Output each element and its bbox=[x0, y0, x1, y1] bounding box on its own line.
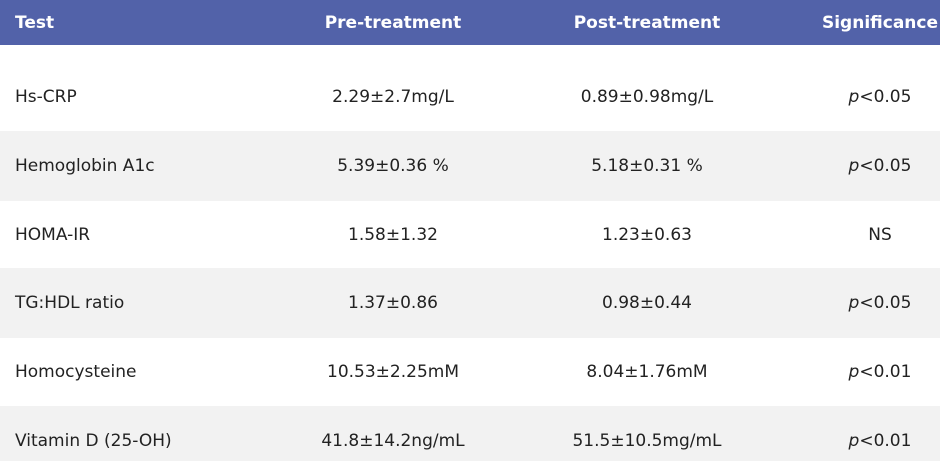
significance-value: <0.05 bbox=[859, 155, 912, 176]
pre-cell: 5.39±0.36 % bbox=[337, 155, 449, 176]
significance-cell: p <0.01 bbox=[790, 406, 940, 461]
header-cell: Significance bbox=[821, 12, 939, 33]
significance-cell: p <0.05 bbox=[790, 268, 940, 338]
table-row: Homocysteine 10.53±2.25mM 8.04±1.76mM p <0.0… bbox=[0, 337, 940, 407]
significance-cell: p <0.05 bbox=[790, 62, 940, 132]
p-symbol: p bbox=[848, 155, 860, 176]
post-cell: 5.18±0.31 % bbox=[591, 155, 703, 176]
significance-cell: p <0.01 bbox=[790, 337, 940, 407]
table-row: Vitamin D (25-OH) 41.8±14.2ng/mL 51.5±10.5… bbox=[0, 406, 940, 461]
table-header: Test Pre-treatment Post-treatment Signif… bbox=[0, 0, 940, 45]
significance-value: <0.01 bbox=[859, 431, 912, 451]
test-cell: Hemoglobin A1c bbox=[15, 155, 155, 176]
pre-cell: 10.53±2.25mM bbox=[327, 362, 459, 383]
header-cell: Pre-treatment bbox=[324, 12, 462, 33]
header-cell: Post-treatment bbox=[573, 12, 721, 33]
table-row: TG:HDL ratio 1.37±0.86 0.98±0.44 p <0.05 bbox=[0, 268, 940, 339]
significance-value: <0.05 bbox=[859, 87, 912, 107]
significance-cell: p <0.05 bbox=[790, 131, 940, 201]
p-symbol: p bbox=[848, 293, 860, 314]
post-cell: 0.98±0.44 bbox=[602, 293, 692, 314]
test-cell: HOMA-IR bbox=[15, 224, 91, 245]
significance-value: NS bbox=[868, 224, 892, 245]
pre-cell: 41.8±14.2ng/mL bbox=[321, 431, 465, 451]
test-cell: TG:HDL ratio bbox=[15, 293, 125, 314]
p-symbol: p bbox=[848, 431, 860, 451]
pre-cell: 2.29±2.7mg/L bbox=[332, 87, 454, 107]
pre-cell: 1.37±0.86 bbox=[348, 293, 438, 314]
p-symbol: p bbox=[848, 87, 860, 107]
pre-cell: 1.58±1.32 bbox=[348, 224, 438, 245]
test-cell: Homocysteine bbox=[15, 362, 137, 383]
post-cell: 0.89±0.98mg/L bbox=[580, 87, 714, 107]
post-cell: 1.23±0.63 bbox=[602, 224, 692, 245]
table-row: Hemoglobin A1c 5.39±0.36 % 5.18±0.31 % p <0.… bbox=[0, 130, 940, 201]
header-cell: Test bbox=[15, 12, 55, 33]
test-cell: Hs-CRP bbox=[15, 87, 77, 107]
significance-value: <0.01 bbox=[859, 362, 912, 383]
test-cell: Vitamin D (25-OH) bbox=[15, 431, 172, 451]
p-symbol: p bbox=[848, 362, 860, 383]
significance-cell: NS bbox=[790, 200, 940, 270]
table-row: Hs-CRP 2.29±2.7mg/L 0.89±0.98mg/L p <0.05 bbox=[0, 62, 940, 132]
significance-value: <0.05 bbox=[859, 293, 912, 314]
table-row: HOMA-IR 1.58±1.32 1.23±0.63 NS bbox=[0, 200, 940, 270]
post-cell: 8.04±1.76mM bbox=[586, 362, 708, 383]
post-cell: 51.5±10.5mg/mL bbox=[572, 431, 722, 451]
